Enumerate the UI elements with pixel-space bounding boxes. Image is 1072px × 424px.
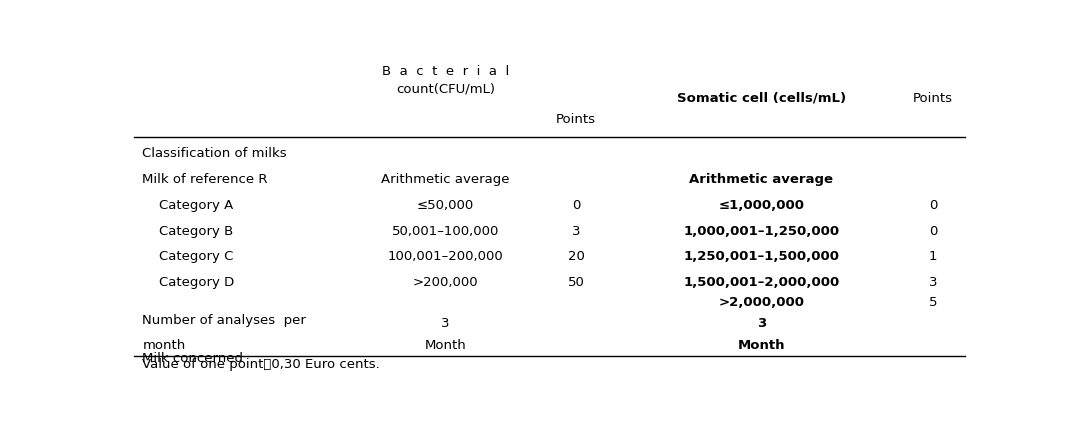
Text: 1,500,001–2,000,000: 1,500,001–2,000,000 [683, 276, 839, 288]
Text: 0: 0 [929, 199, 937, 212]
Text: Month: Month [425, 339, 466, 352]
Text: 0: 0 [571, 199, 580, 212]
Text: Somatic cell (cells/mL): Somatic cell (cells/mL) [676, 92, 846, 105]
Text: ≤1,000,000: ≤1,000,000 [718, 199, 804, 212]
Text: Points: Points [913, 92, 953, 105]
Text: Category D: Category D [143, 276, 235, 288]
Text: 3: 3 [757, 317, 765, 330]
Text: Classification of milks: Classification of milks [143, 147, 287, 160]
Text: Milk concerned: Milk concerned [143, 352, 243, 365]
Text: ≤50,000: ≤50,000 [417, 199, 474, 212]
Text: Milk of reference R: Milk of reference R [143, 173, 268, 186]
Text: Category A: Category A [143, 199, 234, 212]
Text: >200,000: >200,000 [413, 276, 478, 288]
Text: 50: 50 [567, 276, 584, 288]
Text: Month: Month [738, 339, 785, 352]
Text: Number of analyses  per: Number of analyses per [143, 314, 307, 327]
Text: month: month [143, 339, 185, 352]
Text: 100,001–200,000: 100,001–200,000 [388, 250, 504, 263]
Text: 1,000,001–1,250,000: 1,000,001–1,250,000 [683, 225, 839, 237]
Text: 50,001–100,000: 50,001–100,000 [392, 225, 500, 237]
Text: B  a  c  t  e  r  i  a  l
count(CFU/mL): B a c t e r i a l count(CFU/mL) [382, 65, 509, 96]
Text: Arithmetic average: Arithmetic average [689, 173, 833, 186]
Text: 3: 3 [929, 276, 938, 288]
Text: Arithmetic average: Arithmetic average [382, 173, 510, 186]
Text: 1: 1 [929, 250, 938, 263]
Text: 1,250,001–1,500,000: 1,250,001–1,500,000 [683, 250, 839, 263]
Text: 3: 3 [571, 225, 580, 237]
Text: Value of one point：0,30 Euro cents.: Value of one point：0,30 Euro cents. [143, 358, 381, 371]
Text: Points: Points [556, 113, 596, 126]
Text: 5: 5 [929, 296, 938, 310]
Text: 20: 20 [567, 250, 584, 263]
Text: Category C: Category C [143, 250, 234, 263]
Text: 3: 3 [442, 317, 450, 330]
Text: Category B: Category B [143, 225, 234, 237]
Text: 0: 0 [929, 225, 937, 237]
Text: >2,000,000: >2,000,000 [718, 296, 804, 310]
